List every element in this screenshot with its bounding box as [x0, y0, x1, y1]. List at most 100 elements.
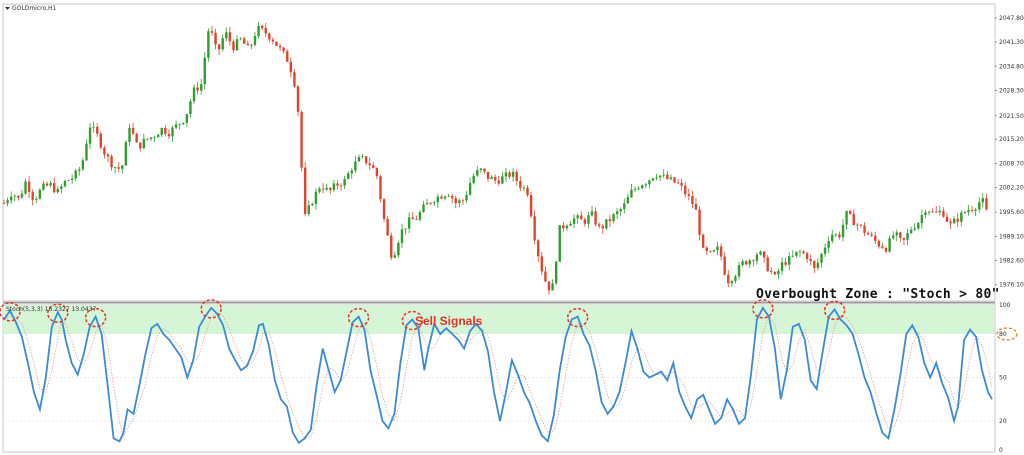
candle: [813, 260, 816, 274]
candle: [286, 48, 289, 63]
candle: [142, 133, 146, 150]
candle: [798, 249, 802, 257]
candle: [917, 221, 920, 231]
candle: [597, 222, 601, 229]
price-tick-label: 1982.60: [999, 258, 1024, 265]
candle: [623, 198, 626, 214]
candle: [619, 207, 622, 217]
candle: [701, 233, 705, 249]
candle: [974, 207, 977, 216]
candle: [938, 205, 942, 216]
candle: [329, 187, 332, 195]
candle: [942, 207, 945, 218]
price-tick-label: 1989.10: [999, 233, 1024, 240]
candle: [669, 174, 673, 181]
candle: [630, 183, 633, 198]
candle: [325, 183, 328, 192]
candle: [511, 167, 515, 182]
candle: [38, 188, 42, 200]
candle: [723, 252, 726, 276]
candle: [314, 188, 318, 210]
candle: [716, 241, 719, 256]
sell-signal-circle: [0, 302, 21, 322]
candle: [737, 261, 741, 280]
candle: [641, 184, 644, 190]
candle: [407, 212, 411, 233]
candle: [834, 232, 838, 238]
sell-signal-circle: [84, 307, 107, 328]
candle: [300, 110, 303, 172]
candle: [124, 140, 128, 166]
candle: [479, 168, 483, 173]
candle: [985, 193, 988, 211]
candle: [788, 252, 791, 271]
candle: [185, 113, 189, 127]
candle: [307, 200, 310, 217]
candle: [468, 177, 472, 196]
sell-signal-circle: [347, 307, 370, 328]
candle: [633, 186, 637, 192]
candle: [264, 22, 267, 37]
candle: [744, 260, 748, 266]
candle: [877, 239, 881, 249]
candle: [246, 40, 250, 46]
candle: [135, 132, 138, 143]
candle: [554, 260, 558, 285]
candle: [795, 251, 798, 258]
candle: [705, 245, 708, 255]
candle: [816, 257, 820, 271]
candle: [590, 205, 594, 217]
candle: [594, 207, 597, 227]
price-tick-label: 2034.80: [999, 63, 1024, 70]
candle: [741, 259, 744, 267]
candle: [773, 271, 777, 276]
candle: [433, 200, 436, 207]
candle: [228, 26, 232, 46]
candle: [490, 175, 493, 180]
candle: [970, 205, 974, 213]
candle: [382, 197, 386, 223]
stoch-tick-label: 20: [999, 418, 1007, 425]
stoch-axis: 100 80 50 20 0: [999, 302, 1011, 454]
candle: [440, 194, 443, 200]
candle: [174, 120, 178, 130]
candle: [648, 179, 651, 189]
candle: [354, 155, 357, 174]
candle: [841, 219, 845, 242]
candle: [805, 251, 809, 263]
candle: [698, 205, 701, 241]
candle: [658, 175, 662, 181]
sell-signal-circle: [823, 300, 846, 321]
candle: [343, 175, 346, 189]
candle: [42, 180, 45, 192]
sell-signals-annotation: Sell Signals: [415, 314, 483, 328]
candle: [160, 127, 163, 138]
stoch-tick-label: 0: [999, 447, 1003, 454]
candle: [540, 251, 544, 276]
candle: [20, 189, 24, 199]
candle: [275, 41, 278, 47]
candle: [927, 210, 931, 216]
candle: [52, 177, 56, 194]
candle: [74, 168, 77, 182]
candle: [945, 212, 949, 223]
candle: [131, 122, 135, 136]
candle: [207, 28, 210, 62]
candle: [393, 251, 397, 259]
price-tick-label: 2028.30: [999, 87, 1024, 94]
candle: [952, 216, 956, 224]
candle: [547, 281, 551, 295]
candle: [85, 139, 88, 162]
candle: [967, 204, 970, 216]
candle: [368, 157, 371, 171]
candle: [791, 250, 794, 258]
candle: [200, 78, 203, 95]
candle: [282, 46, 285, 54]
candle: [576, 213, 579, 224]
candle: [608, 214, 612, 227]
candle: [472, 173, 475, 185]
candle: [856, 222, 859, 231]
candle: [684, 181, 687, 198]
candle: [117, 162, 120, 173]
candle: [13, 194, 16, 202]
